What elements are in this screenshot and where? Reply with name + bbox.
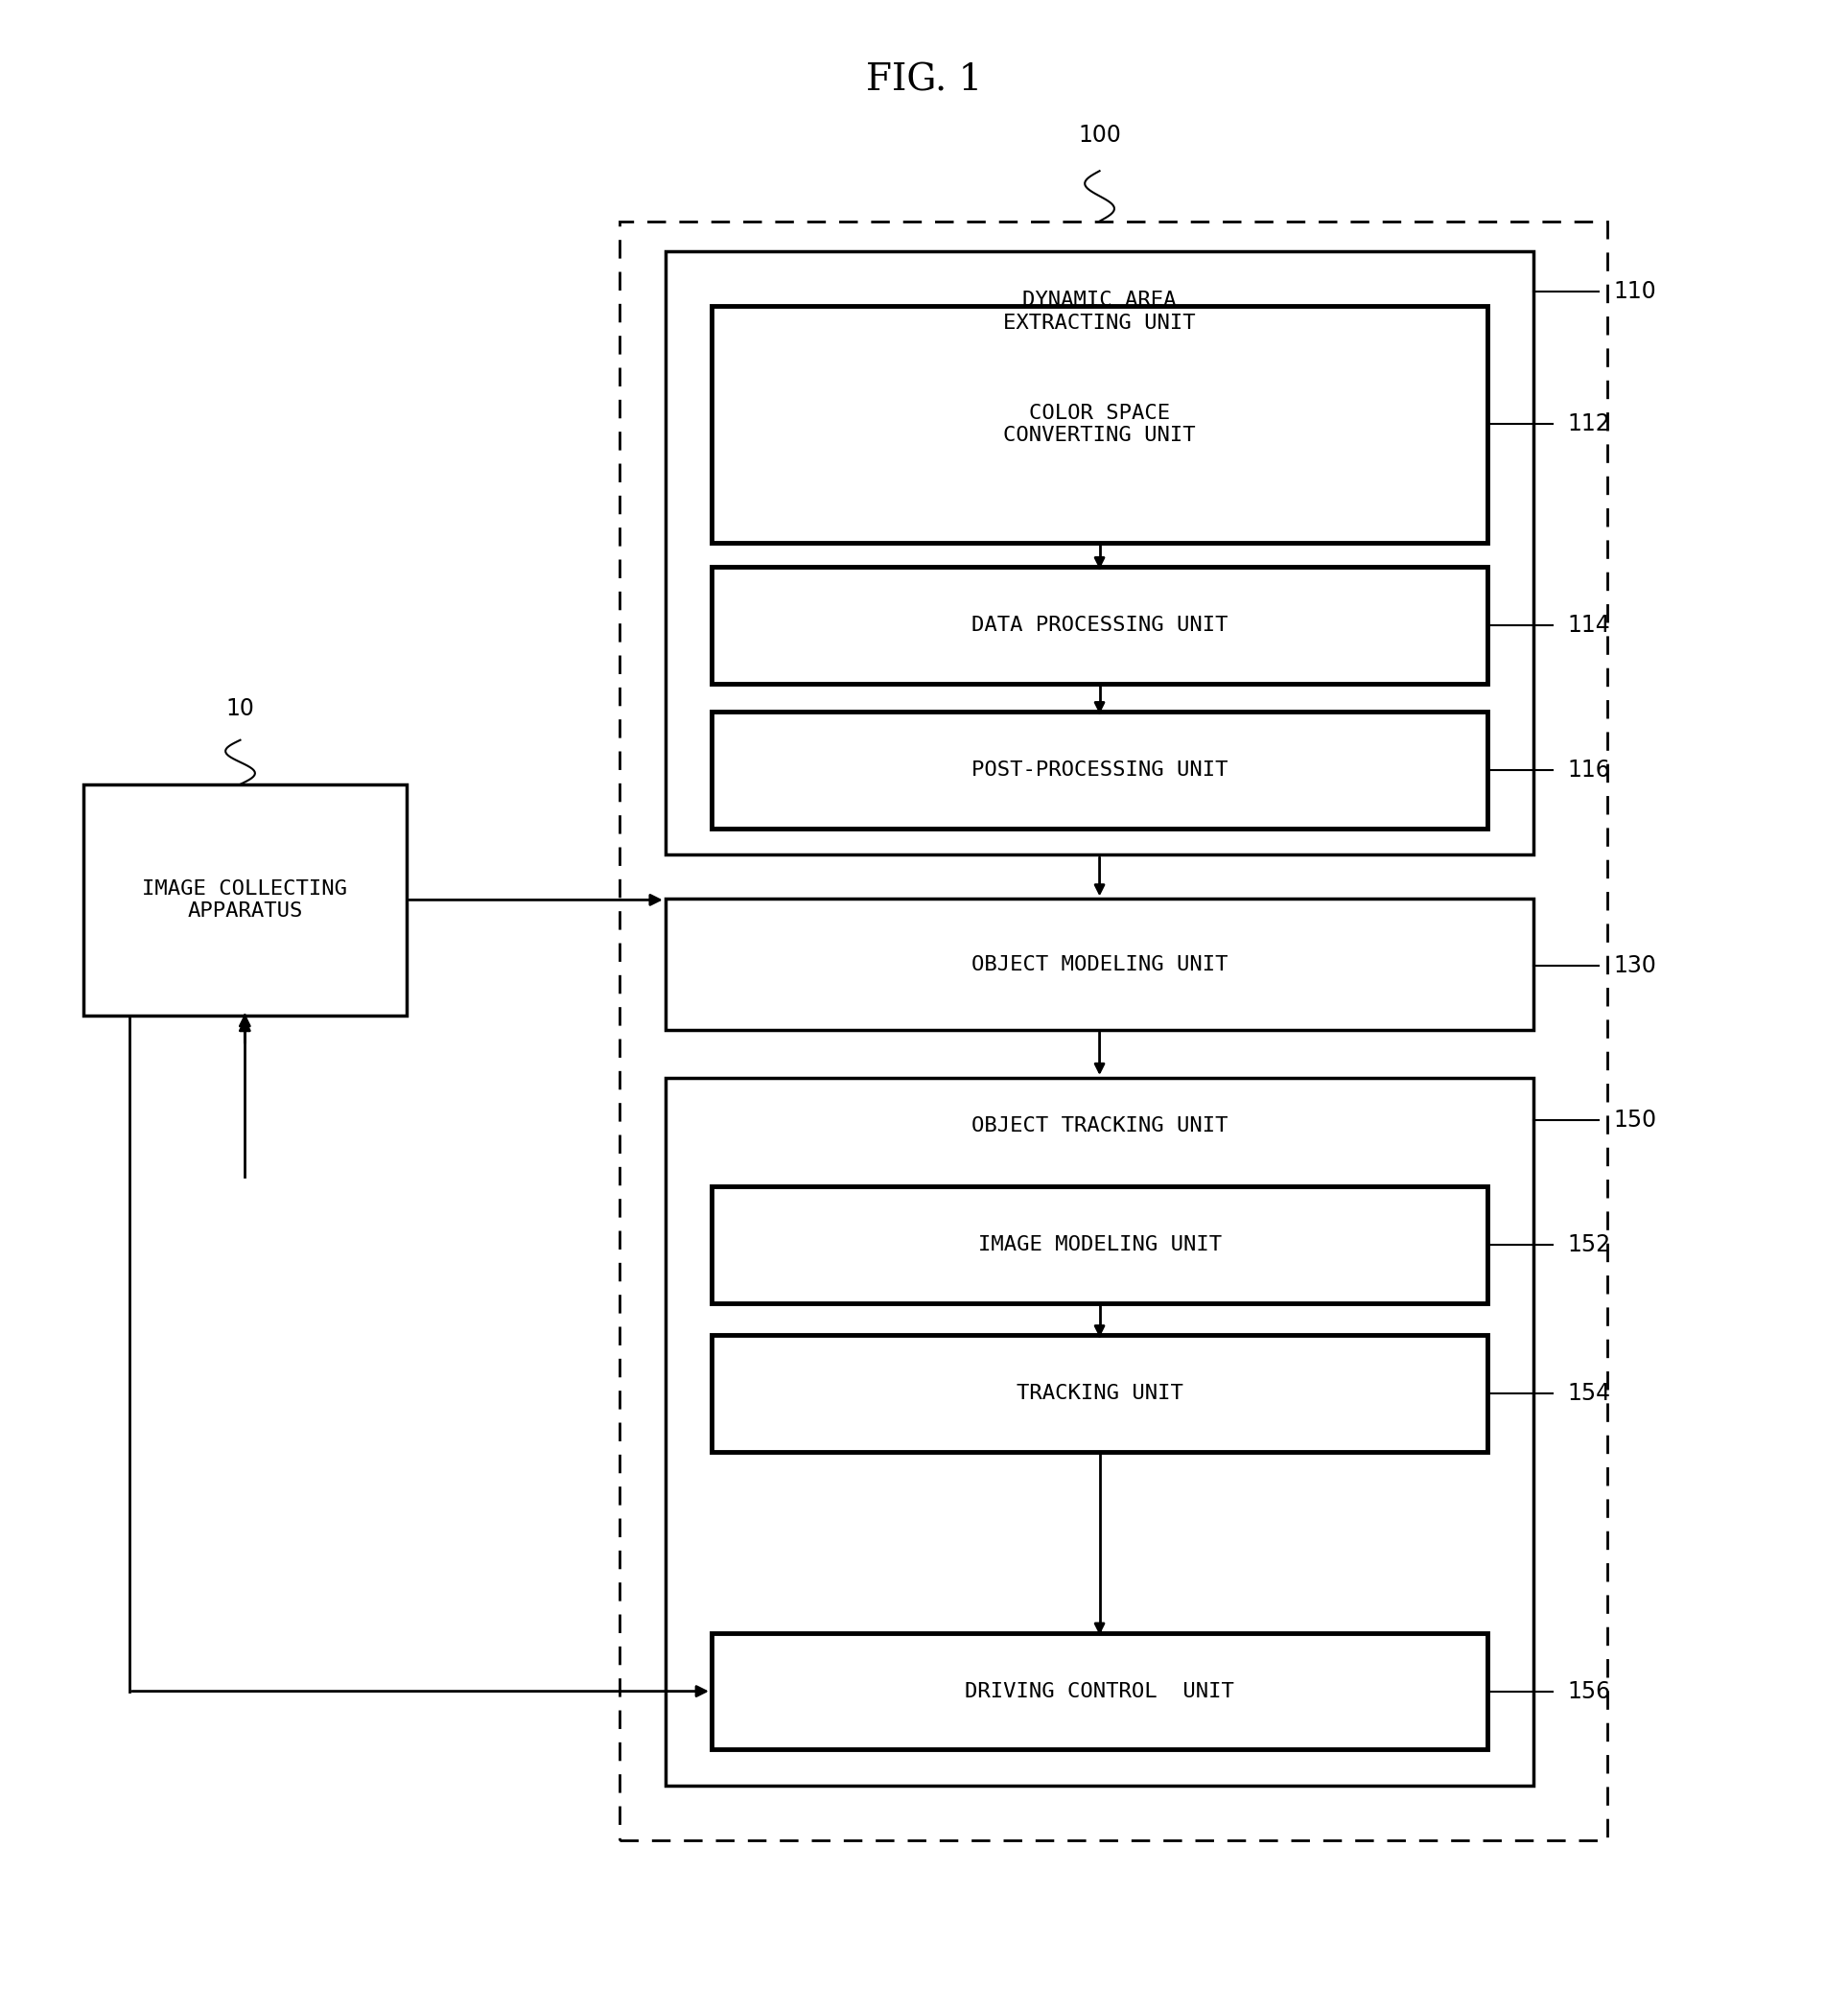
Text: COLOR SPACE
CONVERTING UNIT: COLOR SPACE CONVERTING UNIT [1003,404,1196,444]
Text: 156: 156 [1567,1679,1610,1703]
Text: OBJECT TRACKING UNIT: OBJECT TRACKING UNIT [972,1116,1227,1136]
Text: IMAGE COLLECTING
APPARATUS: IMAGE COLLECTING APPARATUS [142,879,347,921]
Text: IMAGE MODELING UNIT: IMAGE MODELING UNIT [978,1235,1222,1255]
Text: DYNAMIC AREA
EXTRACTING UNIT: DYNAMIC AREA EXTRACTING UNIT [1003,292,1196,332]
Text: FIG. 1: FIG. 1 [867,62,981,99]
Text: DATA PROCESSING UNIT: DATA PROCESSING UNIT [972,615,1227,635]
Bar [619,221,1608,1840]
Bar [665,899,1534,1030]
Bar [711,712,1488,829]
Text: 112: 112 [1567,412,1610,436]
Bar [711,1335,1488,1452]
Text: 116: 116 [1567,758,1610,782]
Text: POST-PROCESSING UNIT: POST-PROCESSING UNIT [972,760,1227,780]
Bar [711,567,1488,684]
Text: 130: 130 [1613,953,1656,977]
Text: TRACKING UNIT: TRACKING UNIT [1016,1384,1183,1404]
Text: 114: 114 [1567,613,1610,637]
Text: 10: 10 [225,698,255,720]
Bar [83,784,407,1016]
Bar [711,306,1488,543]
Bar [665,251,1534,855]
Text: 152: 152 [1567,1233,1610,1257]
Text: 100: 100 [1077,125,1122,147]
Text: 150: 150 [1613,1108,1656,1132]
Text: 154: 154 [1567,1382,1610,1406]
Bar [665,1078,1534,1786]
Text: OBJECT MODELING UNIT: OBJECT MODELING UNIT [972,955,1227,973]
Bar [711,1186,1488,1303]
Text: DRIVING CONTROL  UNIT: DRIVING CONTROL UNIT [965,1681,1234,1701]
Text: 110: 110 [1613,280,1656,304]
Bar [711,1633,1488,1750]
